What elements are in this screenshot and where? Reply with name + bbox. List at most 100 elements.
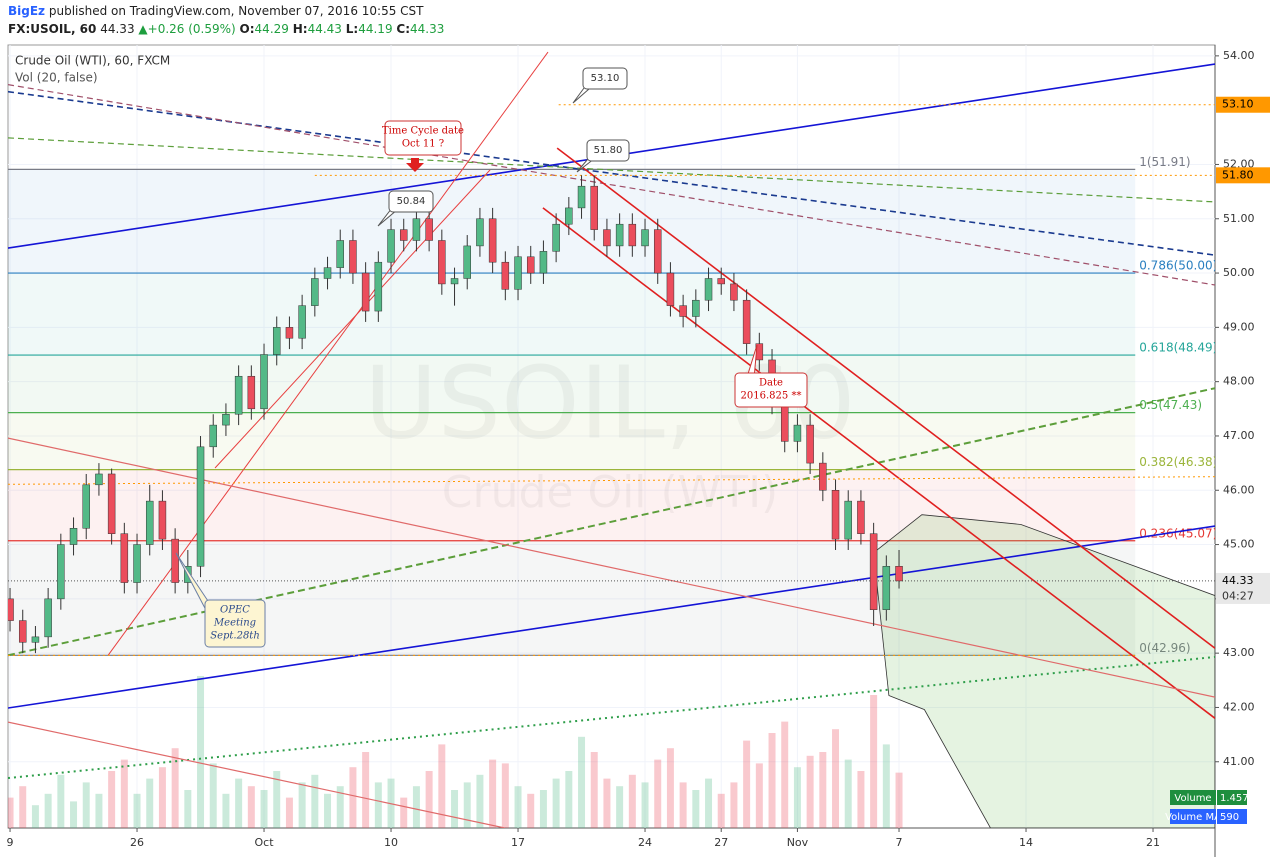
volume-bar — [819, 752, 827, 828]
volume-bar — [146, 778, 154, 828]
volume-bar — [501, 763, 509, 828]
header: BigEz published on TradingView.com, Nove… — [0, 0, 1270, 44]
time-cycle-arrow — [406, 158, 424, 172]
candle-body — [209, 424, 217, 448]
volume-bar — [336, 786, 344, 828]
quote-line: FX:USOIL, 60 44.33 ▲+0.26 (0.59%) O:44.2… — [8, 22, 444, 36]
candle-body — [641, 229, 649, 247]
candle-body — [374, 261, 383, 312]
fib-zone — [8, 273, 1136, 356]
candle-body — [463, 245, 471, 279]
price-label-box — [1216, 167, 1270, 184]
candle-body — [679, 305, 687, 317]
candle-body — [8, 598, 14, 621]
volume-bar — [222, 793, 230, 828]
fib-zone — [8, 540, 1136, 656]
candle-body — [311, 278, 319, 306]
candle-body — [717, 278, 725, 285]
candle-body — [361, 272, 370, 312]
candle-body — [107, 473, 116, 534]
callout-box — [388, 190, 434, 213]
l-label: L: — [345, 22, 359, 36]
volume-bar — [235, 778, 243, 828]
volume-bar — [781, 721, 789, 828]
volume-bar — [717, 793, 725, 828]
candle-body — [488, 218, 497, 263]
trend-line — [214, 169, 491, 469]
candle-body — [158, 500, 167, 540]
volume-bar — [57, 774, 65, 828]
fib-label: 0.382(46.38) — [1139, 455, 1217, 469]
candle-body — [869, 533, 878, 610]
volume-bar — [730, 782, 738, 828]
y-tick-label: 48.00 — [1223, 375, 1255, 388]
callout-text: Oct 11 ? — [402, 139, 444, 150]
callout-text: OPEC — [220, 605, 250, 616]
volume-bar — [8, 797, 14, 828]
symbol: FX:USOIL, 60 — [8, 22, 97, 36]
price-label: 44.33 — [1222, 574, 1254, 587]
countdown-box — [1216, 588, 1270, 604]
candle-body — [196, 446, 205, 567]
volume-bar — [425, 771, 433, 828]
candle-body — [730, 283, 738, 301]
y-tick-label: 54.00 — [1223, 49, 1255, 62]
volume-bar — [44, 793, 52, 828]
candle-body — [95, 473, 103, 486]
volume-value: 1.457K — [1220, 793, 1256, 804]
candle-body — [260, 354, 268, 410]
last: 44.33 — [100, 22, 135, 36]
author[interactable]: BigEz — [8, 4, 46, 18]
trend-line — [542, 207, 1215, 719]
volume-bar — [31, 805, 39, 828]
o-label: O: — [239, 22, 255, 36]
candle-body — [742, 299, 751, 344]
volume-bar — [641, 782, 649, 828]
fib-label: 0.236(45.07) — [1139, 526, 1217, 540]
volume-bar — [603, 778, 611, 828]
h-label: H: — [292, 22, 308, 36]
volume-bar — [514, 786, 522, 828]
candle-body — [18, 620, 27, 643]
y-tick-label: 49.00 — [1223, 320, 1255, 333]
volume-bar — [311, 774, 319, 828]
callout-text: 50.84 — [397, 196, 426, 207]
plot: USOIL, 60Crude Oil (WTI)1(51.91)0.786(50… — [8, 45, 1217, 828]
candle-body — [565, 207, 573, 225]
change: +0.26 (0.59%) — [147, 22, 236, 36]
candle-body — [82, 484, 90, 529]
candle-body — [806, 424, 814, 464]
volume-bar — [832, 729, 840, 828]
callout-text: 51.80 — [594, 145, 623, 156]
volume-bar — [451, 790, 459, 828]
chart-title: Crude Oil (WTI), 60, FXCM — [15, 54, 170, 68]
trend-line — [8, 525, 1215, 709]
volume-bar — [463, 782, 471, 828]
candle-body — [514, 256, 522, 290]
callout-box — [582, 67, 628, 90]
candle-body — [831, 490, 840, 540]
x-tick-label: 7 — [896, 836, 903, 849]
volume-bar — [298, 782, 306, 828]
candle-body — [793, 424, 802, 442]
volume-bar — [666, 748, 674, 828]
candle-body — [323, 267, 332, 279]
volume-bar — [476, 774, 484, 828]
volume-bar — [578, 736, 586, 828]
volume-bar — [590, 752, 598, 828]
x-tick-label: 21 — [1146, 836, 1160, 849]
volume-bar — [527, 793, 535, 828]
fib-label: 1(51.91) — [1139, 155, 1190, 169]
volume-value-box — [1217, 809, 1247, 824]
candle-body — [450, 278, 459, 285]
callout-text: Time Cycle date — [382, 126, 464, 137]
trend-line — [8, 437, 1215, 698]
volume-bar — [552, 778, 560, 828]
volume-bar — [882, 744, 890, 828]
volume-bar — [793, 767, 801, 828]
candle-body — [501, 261, 510, 290]
y-tick-label: 45.00 — [1223, 538, 1255, 551]
candle-body — [577, 185, 586, 209]
candle-body — [628, 223, 637, 247]
candle-body — [653, 229, 662, 274]
